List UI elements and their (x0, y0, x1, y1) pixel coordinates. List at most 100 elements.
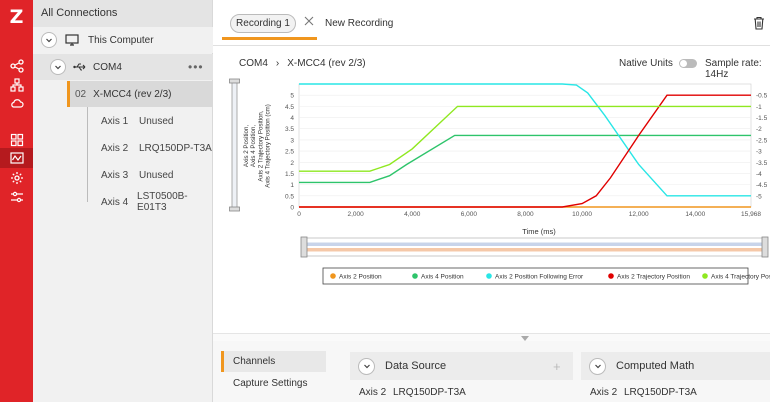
chevron-down-icon[interactable] (589, 357, 606, 375)
range-handle-left[interactable] (300, 236, 308, 258)
network-icon[interactable] (0, 75, 33, 95)
more-options-icon[interactable]: ••• (188, 60, 204, 74)
line-chart[interactable]: Axis 2 Position, Axis 4 Position, Axis 2 T… (219, 74, 770, 302)
series-line (299, 83, 751, 197)
tree-row-axis-1[interactable]: Axis 1 Unused (33, 108, 213, 134)
y-axis-label-line: Axis 4 Trajectory Position (cm) (265, 104, 272, 188)
y-tick-label: 0 (290, 205, 294, 212)
x-tick-label: 10,000 (572, 211, 592, 218)
chevron-down-icon[interactable] (358, 357, 375, 375)
x-axis-label: Time (ms) (522, 227, 556, 236)
y-tick-label-right: -4.5 (756, 182, 768, 189)
legend-marker (486, 273, 492, 279)
tab-capture-settings[interactable]: Capture Settings (233, 378, 308, 389)
y-tick-label-right: -5 (756, 193, 762, 200)
com4-label: COM4 (93, 61, 122, 73)
usb-icon (73, 63, 86, 71)
y-tick-label-right: -3.5 (756, 160, 768, 167)
this-computer-label: This Computer (88, 34, 154, 46)
all-connections-header[interactable]: All Connections (33, 0, 212, 27)
series-line (299, 134, 751, 184)
legend-item[interactable]: Axis 2 Position Following Error (495, 274, 584, 281)
y-tick-label: 3 (290, 137, 294, 144)
data-source-card[interactable]: Data Source + (350, 352, 573, 380)
y-tick-label-right: -1.5 (756, 115, 768, 122)
legend-item[interactable]: Axis 4 Position (421, 274, 464, 281)
grid-icon[interactable] (0, 130, 33, 150)
monitor-icon (65, 34, 79, 46)
horizontal-range-navigator[interactable] (300, 236, 769, 258)
breadcrumb-port[interactable]: COM4 (239, 58, 268, 69)
computed-math-device: LRQ150DP-T3A (624, 387, 697, 398)
native-units-label: Native Units (619, 58, 673, 69)
native-units-toggle[interactable] (678, 59, 697, 68)
sliders-icon[interactable] (0, 187, 33, 207)
y-axis-label-line: Axis 4 Position, (250, 125, 257, 168)
chevron-down-icon[interactable] (521, 336, 529, 341)
left-rail: Z (0, 0, 33, 402)
legend-marker (412, 273, 418, 279)
y-tick-label: 1.5 (285, 171, 294, 178)
chevron-down-icon[interactable] (41, 32, 57, 48)
new-recording-tab[interactable]: New Recording (325, 18, 394, 29)
legend-item[interactable]: Axis 4 Trajectory Position (711, 274, 770, 281)
x-tick-label: 0 (297, 211, 301, 218)
axis-2-name: Axis 2 (101, 142, 129, 154)
tree-row-axis-4[interactable]: Axis 4 LST0500B-E01T3 (33, 189, 213, 215)
connection-tree: All Connections This Computer COM4 ••• 0… (33, 0, 213, 402)
x-tick-label: 4,000 (404, 211, 421, 218)
trash-icon[interactable] (753, 16, 765, 30)
tree-row-axis-3[interactable]: Axis 3 Unused (33, 162, 213, 188)
data-source-label: Data Source (385, 360, 447, 372)
y-tick-label: 0.5 (285, 193, 294, 200)
x-tick-label: 8,000 (517, 211, 534, 218)
computed-math-card[interactable]: Computed Math (581, 352, 770, 380)
axis-2-value: LRQ150DP-T3A (139, 142, 212, 154)
channels-panel: Channels Capture Settings Data Source + … (213, 341, 770, 402)
axis-1-name: Axis 1 (101, 115, 129, 127)
scope-icon[interactable] (0, 148, 33, 168)
y-tick-label: 2.5 (285, 149, 294, 156)
tab-channels[interactable]: Channels (221, 351, 326, 372)
y-tick-label: 1 (290, 182, 294, 189)
breadcrumb: COM4 › X-MCC4 (rev 2/3) (239, 58, 366, 69)
legend-item[interactable]: Axis 2 Trajectory Position (617, 274, 690, 281)
close-icon[interactable] (304, 16, 314, 26)
x-tick-label: 14,000 (685, 211, 705, 218)
x-tick-label: 2,000 (347, 211, 364, 218)
y-tick-label-right: -2.5 (756, 137, 768, 144)
chevron-down-icon[interactable] (50, 59, 66, 75)
settings-icon[interactable] (0, 168, 33, 188)
series-line (299, 105, 751, 172)
legend-item[interactable]: Axis 2 Position (339, 274, 382, 281)
main-area: Recording 1 New Recording COM4 › X-MCC4 … (213, 0, 770, 402)
device-index: 02 (75, 88, 87, 100)
share-icon[interactable] (0, 56, 33, 76)
series-lines (299, 83, 751, 208)
axis-3-name: Axis 3 (101, 169, 129, 181)
tree-row-this-computer[interactable]: This Computer (33, 27, 213, 53)
zaber-logo: Z (9, 6, 24, 28)
tab-recording-1[interactable]: Recording 1 (222, 8, 317, 40)
chart-legend: Axis 2 Position Axis 4 Position Axis 2 Pos… (322, 267, 770, 285)
axis-3-value: Unused (139, 169, 174, 181)
chart-grid (298, 83, 752, 208)
x-ticks: 0 2,000 4,000 6,000 8,000 10,000 12,000 14,000 1… (297, 211, 761, 218)
tree-row-device[interactable]: 02 X-MCC4 (rev 2/3) (67, 81, 213, 107)
right-y-ticks: -0.5 -1 -1.5 -2 -2.5 -3 -3.5 -4 -4.5 -5 (756, 93, 768, 201)
cloud-icon[interactable] (0, 93, 33, 113)
tree-row-com4[interactable]: COM4 ••• (33, 54, 213, 80)
y-axis-label: Axis 2 Position, Axis 4 Position, Axis 2 T… (243, 104, 272, 188)
tree-row-axis-2[interactable]: Axis 2 LRQ150DP-T3A (33, 135, 213, 161)
recording-1-label[interactable]: Recording 1 (230, 14, 296, 33)
add-icon[interactable]: + (553, 358, 561, 374)
panel-resize-divider[interactable] (213, 333, 770, 341)
vertical-range-slider[interactable] (229, 78, 240, 212)
computed-math-axis: Axis 2 (590, 387, 618, 398)
recording-tabbar: Recording 1 New Recording (213, 0, 770, 46)
range-handle-right[interactable] (761, 236, 769, 258)
y-tick-label: 4.5 (285, 104, 294, 111)
x-tick-label: 12,000 (629, 211, 649, 218)
breadcrumb-device[interactable]: X-MCC4 (rev 2/3) (287, 58, 366, 69)
sample-rate: Sample rate: 14Hz (705, 58, 762, 80)
